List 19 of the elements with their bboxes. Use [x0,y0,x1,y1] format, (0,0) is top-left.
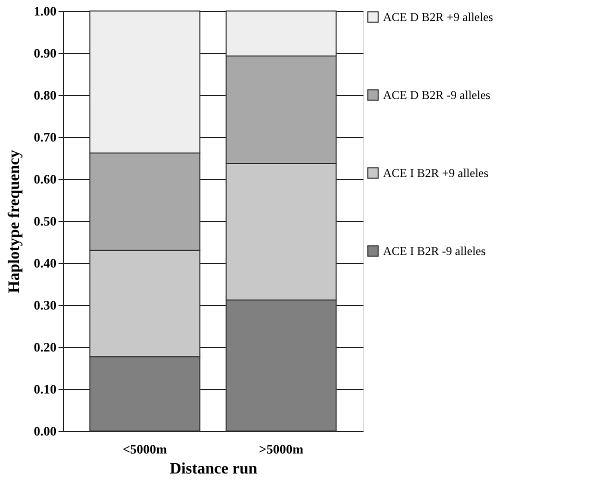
legend-label: ACE D B2R +9 alleles [383,10,494,24]
y-tick-label: 0.60 [34,172,56,186]
x-axis-title: Distance run [170,460,258,478]
y-tick-label: 0.70 [34,130,56,144]
x-tick-label: >5000m [259,442,304,456]
y-tick-label: 1.00 [34,4,56,18]
y-tick-label: 0.90 [34,46,56,60]
y-axis-title: Haplotype frequency [6,150,23,294]
y-tick-label: 0.00 [34,424,56,438]
legend-label: ACE I B2R -9 alleles [383,244,486,258]
y-tick-label: 0.10 [34,382,56,396]
x-tick-label: <5000m [122,442,168,456]
y-tick-label: 0.80 [34,88,56,102]
y-tick-label: 0.30 [34,298,56,312]
legend-label: ACE D B2R -9 alleles [383,88,491,102]
y-tick-label: 0.20 [34,340,56,354]
y-tick-label: 0.50 [34,214,56,228]
y-tick-label: 0.40 [34,256,56,270]
legend-label: ACE I B2R +9 alleles [383,166,489,180]
